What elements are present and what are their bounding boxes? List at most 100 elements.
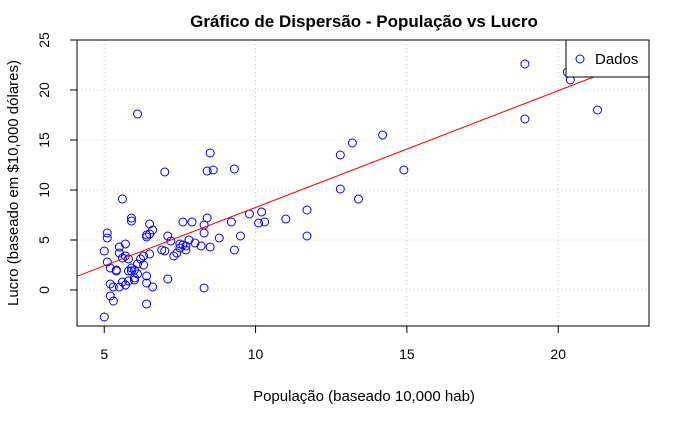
data-point (226, 217, 236, 227)
data-point (302, 205, 312, 215)
x-tick-label: 10 (248, 346, 264, 362)
data-point (130, 275, 140, 285)
regression-line (76, 55, 650, 277)
data-point (148, 225, 158, 235)
data-point (163, 231, 173, 241)
x-tick-label: 5 (100, 346, 108, 362)
y-axis: 0 5 10 15 20 25 (36, 32, 78, 294)
data-point (593, 105, 603, 115)
data-point (202, 166, 212, 176)
y-tick-label: 20 (36, 82, 52, 98)
chart-title: Gráfico de Dispersão - População vs Lucr… (190, 12, 538, 31)
data-point (190, 238, 200, 248)
data-point (160, 246, 170, 256)
data-point (187, 217, 197, 227)
data-point (172, 248, 182, 258)
data-point (102, 228, 112, 238)
x-axis: 5 10 15 20 (100, 325, 566, 362)
data-point (117, 277, 127, 287)
data-point (133, 109, 143, 119)
x-axis-label: População (baseado 10,000 hab) (253, 388, 475, 405)
y-tick-label: 15 (36, 132, 52, 148)
data-point (114, 282, 124, 292)
data-point (102, 233, 112, 243)
data-point (257, 207, 267, 217)
data-point (335, 150, 345, 160)
data-point (108, 282, 118, 292)
legend-label: Dados (595, 51, 638, 68)
data-point (353, 194, 363, 204)
data-point (139, 251, 149, 261)
data-point (175, 243, 185, 253)
data-point (163, 274, 173, 284)
data-point (302, 231, 312, 241)
data-point (133, 269, 143, 279)
data-point (99, 246, 109, 256)
x-tick-label: 15 (399, 346, 415, 362)
data-point (520, 59, 530, 69)
data-point (105, 279, 115, 289)
data-point (166, 236, 176, 246)
data-point (111, 266, 121, 276)
data-point (126, 216, 136, 226)
data-point (260, 217, 270, 227)
data-point (208, 165, 218, 175)
data-point (114, 248, 124, 258)
points-layer (99, 59, 603, 322)
y-tick-label: 10 (36, 182, 52, 198)
data-point (202, 213, 212, 223)
data-point (123, 266, 133, 276)
x-tick-label: 20 (550, 346, 566, 362)
data-point (254, 218, 264, 228)
data-point (123, 276, 133, 286)
data-point (108, 296, 118, 306)
data-point (114, 242, 124, 252)
data-point (178, 217, 188, 227)
data-point (235, 231, 245, 241)
data-point (229, 245, 239, 255)
y-tick-label: 5 (36, 236, 52, 244)
data-point (335, 184, 345, 194)
data-point (117, 253, 127, 263)
plot-frame (76, 39, 650, 327)
data-point (181, 241, 191, 251)
data-point (105, 291, 115, 301)
y-axis-label: Lucro (baseado em $10,000 dólares) (5, 60, 22, 306)
data-point (120, 239, 130, 249)
y-tick-label: 0 (36, 286, 52, 294)
data-point (399, 165, 409, 175)
data-point (199, 228, 209, 238)
data-point (148, 282, 158, 292)
data-point (205, 148, 215, 158)
data-point (199, 283, 209, 293)
data-point (142, 271, 152, 281)
grid-layer (77, 39, 649, 326)
data-point (205, 242, 215, 252)
data-point (520, 114, 530, 124)
data-point (136, 254, 146, 264)
data-point (102, 257, 112, 267)
data-point (123, 254, 133, 264)
data-point (378, 130, 388, 140)
data-point (347, 138, 357, 148)
legend-box (565, 39, 650, 78)
y-tick-label: 25 (36, 32, 52, 48)
data-point (105, 263, 115, 273)
data-point (169, 251, 179, 261)
data-point (126, 213, 136, 223)
data-point (229, 164, 239, 174)
data-point (139, 260, 149, 270)
legend: Dados (565, 39, 650, 78)
data-point (145, 249, 155, 259)
data-point (99, 312, 109, 322)
data-point (196, 241, 206, 251)
data-point (181, 245, 191, 255)
data-point (281, 214, 291, 224)
data-point (184, 235, 194, 245)
data-point (160, 167, 170, 177)
data-point (133, 259, 143, 269)
legend-marker (575, 54, 585, 64)
data-point (117, 194, 127, 204)
data-point (145, 219, 155, 229)
